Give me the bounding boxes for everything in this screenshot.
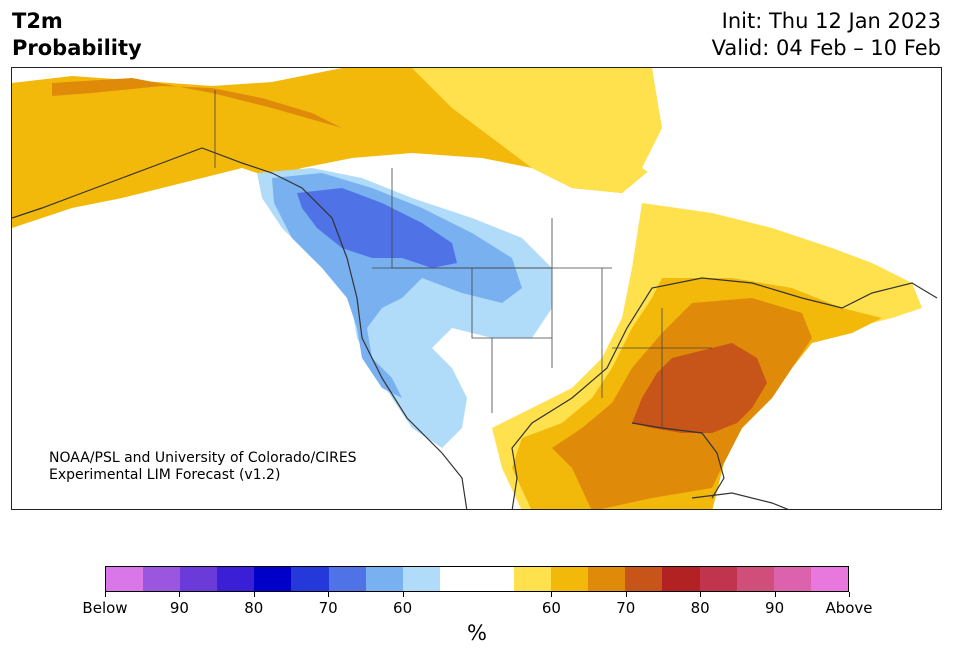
warm-region-east-hot [632, 343, 767, 433]
colorbar-tick-mark [849, 592, 850, 597]
colorbar-swatch [625, 567, 663, 591]
colorbar-tick-mark [328, 592, 330, 597]
map-svg [12, 68, 941, 509]
warm-region-north-deep [52, 78, 342, 128]
probability-map [11, 67, 942, 510]
colorbar-tick-label: 80 [690, 599, 710, 617]
colorbar-tick-label: 60 [393, 599, 413, 617]
colorbar-swatch [439, 567, 477, 591]
colorbar-swatch [662, 567, 700, 591]
colorbar-tick-mark [253, 592, 255, 597]
hudson-bay-white [642, 68, 941, 263]
colorbar-swatch [180, 567, 218, 591]
colorbar-tick-mark [179, 592, 181, 597]
colorbar-swatch [106, 567, 144, 591]
colorbar-swatch [699, 567, 737, 591]
colorbar-swatch [365, 567, 403, 591]
colorbar-tick-label: 70 [318, 599, 338, 617]
colorbar-swatch [291, 567, 329, 591]
colorbar-swatch [217, 567, 255, 591]
colorbar-tick-label: Below [82, 599, 128, 617]
title-line-1: T2m [12, 9, 63, 33]
colorbar-tick-label: 80 [244, 599, 264, 617]
forecast-dates: Init: Thu 12 Jan 2023 Valid: 04 Feb – 10… [712, 8, 941, 62]
colorbar-swatch [476, 567, 515, 591]
credit-text: NOAA/PSL and University of Colorado/CIRE… [49, 450, 357, 484]
colorbar [105, 566, 849, 592]
valid-range: Valid: 04 Feb – 10 Feb [711, 36, 941, 60]
colorbar-tick-label: 70 [616, 599, 636, 617]
colorbar-tick-label: 90 [765, 599, 785, 617]
border-lines [214, 90, 712, 428]
init-date: Init: Thu 12 Jan 2023 [721, 9, 941, 33]
colorbar-swatch [551, 567, 589, 591]
colorbar-swatch [402, 567, 440, 591]
colorbar-swatch [143, 567, 181, 591]
colorbar-swatch [810, 567, 848, 591]
colorbar-swatch [773, 567, 811, 591]
colorbar-swatch [328, 567, 366, 591]
title-line-2: Probability [12, 36, 142, 60]
colorbar-tick-label: 90 [169, 599, 189, 617]
colorbar-tick-label: 60 [541, 599, 561, 617]
cold-region-deep [297, 188, 457, 268]
coastline-outlines [12, 147, 938, 509]
colorbar-tick-mark [105, 592, 106, 597]
colorbar-tick-mark [774, 592, 776, 597]
colorbar-tick-mark [551, 592, 553, 597]
colorbar-swatch [588, 567, 626, 591]
colorbar-swatch [254, 567, 292, 591]
colorbar-unit: % [467, 621, 487, 645]
colorbar-swatch [736, 567, 774, 591]
map-title: T2m Probability [12, 8, 142, 62]
colorbar-tick-label: Above [825, 599, 873, 617]
colorbar-tick-mark [402, 592, 404, 597]
colorbar-tick-mark [625, 592, 627, 597]
credit-line-1: NOAA/PSL and University of Colorado/CIRE… [49, 450, 357, 466]
colorbar-swatch [514, 567, 552, 591]
credit-line-2: Experimental LIM Forecast (v1.2) [49, 467, 281, 483]
colorbar-tick-mark [700, 592, 702, 597]
